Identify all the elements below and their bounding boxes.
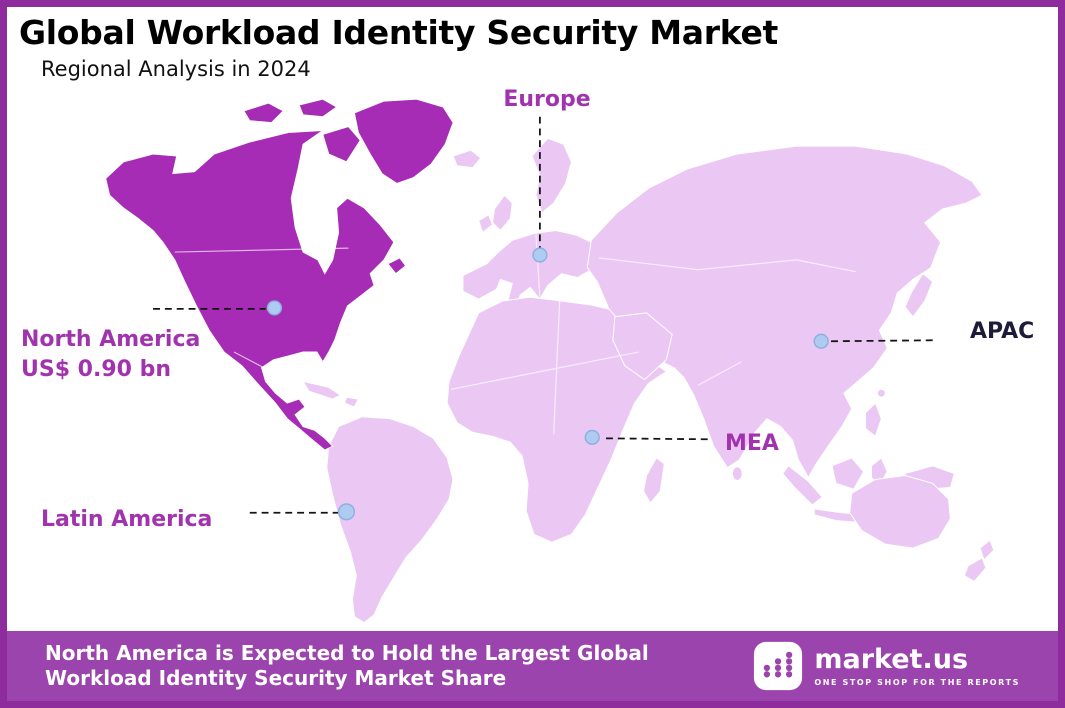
country-borders [174,234,856,435]
label-latin-america: Latin America [41,507,213,532]
footer-note-line2: Workload Identity Security Market Share [45,666,507,690]
path-greenland [353,98,454,184]
path-borneo [831,457,865,490]
leader-lines [153,116,933,514]
label-europe: Europe [503,87,591,112]
path-sumatra [782,465,823,506]
path-madagascar [643,457,665,504]
page-subtitle: Regional Analysis in 2024 [41,57,311,82]
header: Global Workload Identity Security Market… [19,13,779,82]
apac-marker [813,333,829,349]
path-arabia [612,312,673,381]
path-cuba [302,380,342,400]
path-baffin-island [322,126,361,163]
path-uk [492,194,513,232]
latin-america-marker [337,503,356,521]
path-europe-mainland [462,229,600,310]
path-arctic-island-2 [298,98,338,118]
path-south-america [326,416,454,624]
apac-leader-line [830,339,933,343]
brand-text: market.us ONE STOP SHOP FOR THE REPORTS [814,646,1020,687]
path-asia [586,145,983,479]
north-america-value: US$ 0.90 bn [21,356,172,382]
path-north-america [105,129,395,451]
path-ireland [478,214,494,234]
footer-note-line1: North America is Expected to Hold the La… [45,641,649,665]
north-america-marker [266,300,283,316]
label-mea: MEA [725,431,779,456]
brand: market.us ONE STOP SHOP FOR THE REPORTS [753,641,1020,691]
regions-default [302,137,995,624]
region-markers [266,247,829,521]
brand-tagline: ONE STOP SHOP FOR THE REPORTS [814,677,1020,687]
footer-bar: North America is Expected to Hold the La… [7,631,1058,701]
path-iceland [452,149,482,169]
path-newfoundland [387,257,407,275]
path-taiwan [876,388,886,398]
path-scandinavia [531,137,573,214]
marketus-logo-icon [754,641,803,691]
path-philippines [865,402,882,438]
path-new-zealand-north [979,539,995,561]
europe-marker [532,247,548,263]
path-arctic-island-1 [243,102,285,124]
mea-leader-line [601,437,708,441]
label-north-america: North America US$ 0.90 bn [21,325,200,384]
brand-name: market.us [814,643,969,675]
path-australia [849,475,951,549]
region-north-america-highlight [105,98,454,451]
north-america-label-text: North America [21,327,201,352]
path-sri-lanka [731,466,743,481]
path-new-zealand-south [963,557,987,583]
world-map [105,98,995,624]
path-japan [904,272,934,318]
mea-marker [584,429,600,445]
path-hispaniola [343,396,360,408]
footer-note: North America is Expected to Hold the La… [45,641,649,691]
page-title: Global Workload Identity Security Market [19,13,779,52]
label-apac: APAC [970,319,1035,344]
